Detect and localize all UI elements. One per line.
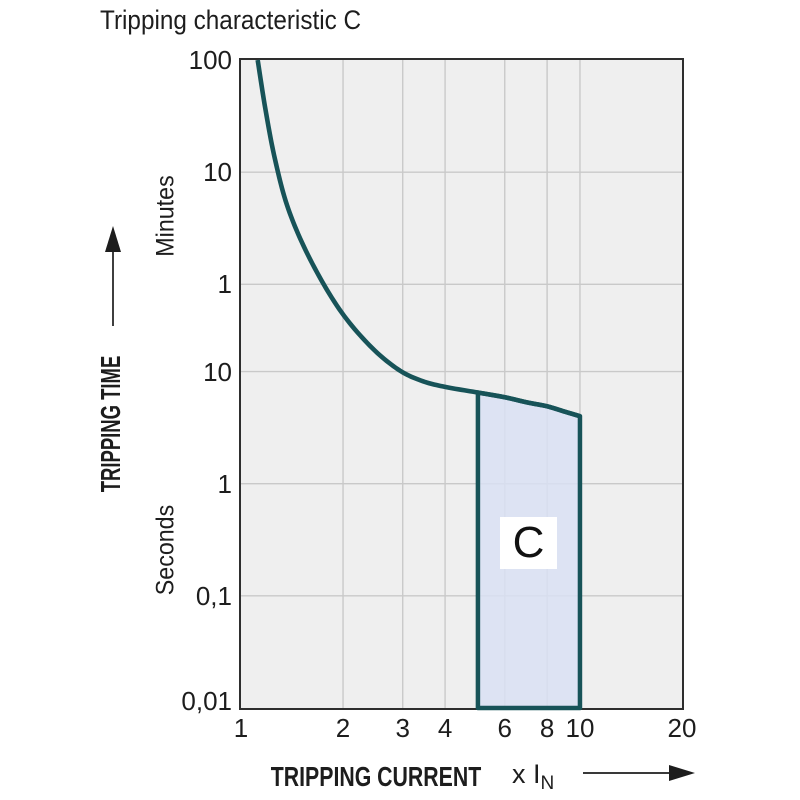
chart-canvas xyxy=(241,59,682,711)
up-arrow-icon xyxy=(105,226,121,326)
x-axis-unit: x IN xyxy=(512,759,554,799)
x-unit-subscript: N xyxy=(540,773,555,794)
right-arrow-icon xyxy=(583,765,695,781)
x-tick-label: 10 xyxy=(565,713,595,743)
x-tick-label: 4 xyxy=(437,713,453,743)
y-unit-seconds: Seconds xyxy=(151,504,180,596)
x-axis-title: TRIPPING CURRENT xyxy=(270,761,482,792)
x-tick-label: 6 xyxy=(497,713,512,743)
x-unit-prefix: x I xyxy=(512,759,541,789)
y-axis-title: TRIPPING TIME xyxy=(95,355,126,493)
y-tick-label: 100 xyxy=(188,45,232,75)
x-tick-label: 2 xyxy=(335,713,351,743)
y-tick-label: 10 xyxy=(203,356,232,387)
x-tick-label: 20 xyxy=(667,713,697,743)
plot-area: C xyxy=(239,58,684,711)
region-c-label: C xyxy=(500,517,557,569)
y-tick-label: 10 xyxy=(203,157,232,188)
x-tick-label: 8 xyxy=(539,713,555,743)
y-tick-label: 0,1 xyxy=(195,580,232,611)
tripping-curve xyxy=(255,59,582,419)
y-tick-label: 1 xyxy=(217,269,232,300)
x-tick-label: 1 xyxy=(233,713,249,743)
y-tick-label: 0,01 xyxy=(181,686,232,716)
y-tick-label: 1 xyxy=(217,468,232,499)
y-unit-minutes: Minutes xyxy=(151,175,180,257)
chart-title: Tripping characteristic C xyxy=(100,5,362,35)
x-tick-label: 3 xyxy=(395,713,410,743)
